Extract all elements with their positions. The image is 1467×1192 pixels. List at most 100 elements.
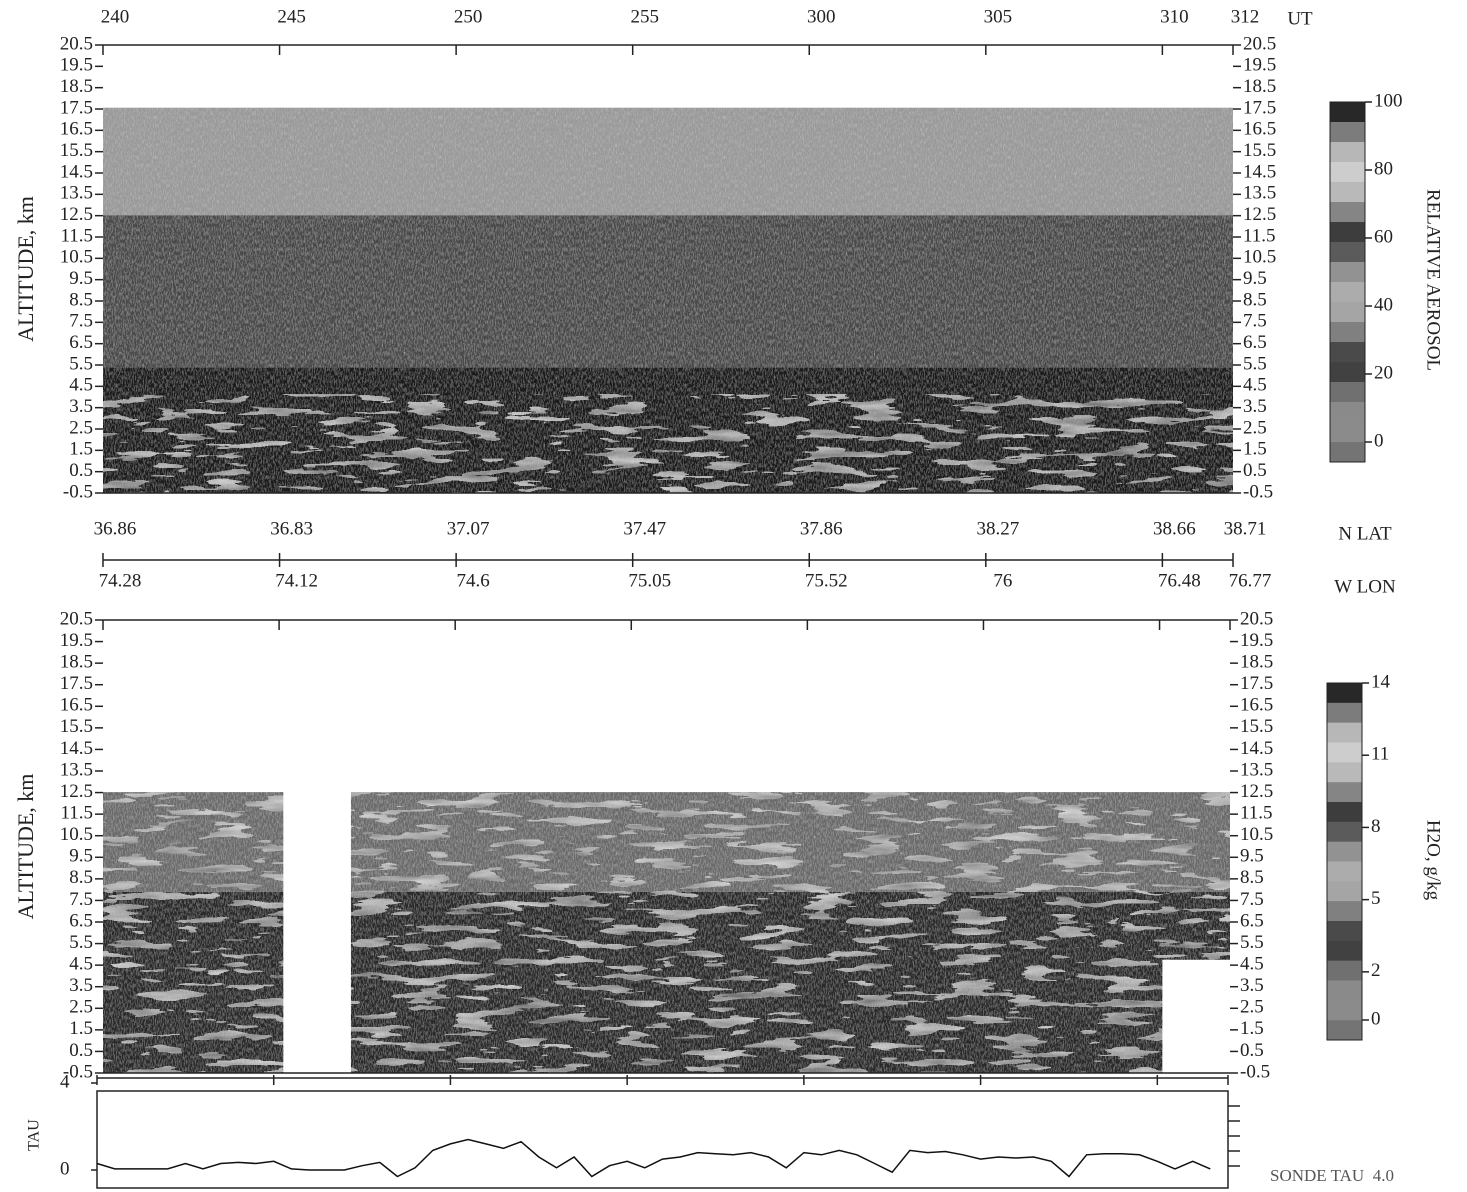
colorbar-band xyxy=(1327,802,1362,822)
texture-band xyxy=(103,45,1233,108)
y-tick-label: 20.5 xyxy=(1240,608,1273,629)
heatmap-field xyxy=(103,620,1230,1073)
y-tick-label: 8.5 xyxy=(69,867,93,888)
y-tick-label: 7.5 xyxy=(69,311,93,332)
colorbar-band xyxy=(1327,822,1362,842)
tau-line xyxy=(97,1140,1210,1177)
y-tick-label: 2.5 xyxy=(1240,997,1264,1018)
colorbar-band xyxy=(1330,162,1365,183)
y-tick-label: 14.5 xyxy=(1243,161,1276,182)
colorbar-tick-label: 80 xyxy=(1374,158,1393,179)
annotation: SONDE TAU 4.0 xyxy=(1270,1166,1394,1185)
y-tick-label: 4.5 xyxy=(69,375,93,396)
y-tick-label: 16.5 xyxy=(1243,119,1276,140)
colorbar-band xyxy=(1330,102,1365,123)
y-tick-label: 1.5 xyxy=(1243,439,1267,460)
colorbar-band xyxy=(1327,941,1362,961)
colorbar-band xyxy=(1327,743,1362,763)
colorbar-tick-label: 2 xyxy=(1371,960,1381,981)
lat-label: 36.86 xyxy=(94,518,137,539)
colorbar-band xyxy=(1327,683,1362,703)
y-tick-label: 7.5 xyxy=(1243,311,1267,332)
colorbar-tick-label: 40 xyxy=(1374,294,1393,315)
x-tick-label: 310 xyxy=(1160,6,1189,27)
y-axis-label: ALTITUDE, km xyxy=(13,196,38,342)
colorbar-band xyxy=(1330,222,1365,243)
heatmap-field xyxy=(103,45,1233,493)
colorbar-tick-label: 100 xyxy=(1374,90,1403,111)
colorbar-band xyxy=(1327,703,1362,723)
colorbar-band xyxy=(1330,262,1365,283)
y-tick-label: 17.5 xyxy=(1243,97,1276,118)
lat-axis-label: N LAT xyxy=(1338,523,1392,544)
lon-label: 74.12 xyxy=(275,570,318,591)
y-tick-label: 12.5 xyxy=(60,204,93,225)
y-tick-label: 16.5 xyxy=(1240,695,1273,716)
lat-label: 37.07 xyxy=(447,518,490,539)
lon-label: 74.28 xyxy=(99,570,142,591)
colorbar-band xyxy=(1327,862,1362,882)
colorbar-tick-label: 60 xyxy=(1374,226,1393,247)
y-tick-label: 10.5 xyxy=(1243,247,1276,268)
y-tick-label: 18.5 xyxy=(60,76,93,97)
y-tick-label: 3.5 xyxy=(69,396,93,417)
colorbar-band xyxy=(1327,782,1362,802)
lat-label: 38.27 xyxy=(976,518,1019,539)
y-tick-label: 5.5 xyxy=(69,353,93,374)
y-tick-label: 16.5 xyxy=(60,119,93,140)
x-axis-label: UT xyxy=(1287,8,1313,29)
x-tick-label: 255 xyxy=(630,6,659,27)
lon-label: 76.48 xyxy=(1158,570,1201,591)
y-tick-label: 14.5 xyxy=(1240,738,1273,759)
y-tick-label: 5.5 xyxy=(1240,932,1264,953)
y-tick-label: 5.5 xyxy=(1243,353,1267,374)
y-tick-label: 10.5 xyxy=(60,247,93,268)
y-tick-label: 0.5 xyxy=(1240,1040,1264,1061)
colorbar-band xyxy=(1330,362,1365,383)
colorbar-tick-label: 11 xyxy=(1371,744,1389,765)
y-tick-label: 7.5 xyxy=(1240,889,1264,910)
y-tick-label: 12.5 xyxy=(1243,204,1276,225)
colorbar-band xyxy=(1330,142,1365,163)
colorbar-band xyxy=(1330,182,1365,203)
y-tick-label: 3.5 xyxy=(69,975,93,996)
y-tick-label: 8.5 xyxy=(1243,289,1267,310)
x-tick-label: 250 xyxy=(454,6,483,27)
y-tick-label: 18.5 xyxy=(1243,76,1276,97)
texture-streak xyxy=(103,394,1233,493)
figure: 20.520.519.519.518.518.517.517.516.516.5… xyxy=(0,0,1467,1192)
y-tick-label: 0.5 xyxy=(69,1040,93,1061)
lon-label: 76.77 xyxy=(1229,570,1272,591)
y-tick-label: 20.5 xyxy=(60,33,93,54)
y-tick-label: 6.5 xyxy=(69,910,93,931)
colorbar-tick-label: 20 xyxy=(1374,362,1393,383)
y-tick-label: 13.5 xyxy=(60,183,93,204)
colorbar-band xyxy=(1330,322,1365,343)
y-tick-label: 5.5 xyxy=(69,932,93,953)
y-tick-label: 2.5 xyxy=(1243,417,1267,438)
y-tick-label: 4.5 xyxy=(69,954,93,975)
y-tick-label: 7.5 xyxy=(69,889,93,910)
y-tick-label: 15.5 xyxy=(60,716,93,737)
y-tick-label: 11.5 xyxy=(1243,225,1276,246)
y-tick-label: 10.5 xyxy=(1240,824,1273,845)
y-tick-label: 20.5 xyxy=(60,608,93,629)
y-tick-label: 0 xyxy=(60,1158,70,1179)
colorbar-band xyxy=(1330,382,1365,403)
y-tick-label: 3.5 xyxy=(1240,975,1264,996)
colorbar-band xyxy=(1327,881,1362,901)
y-tick-label: 6.5 xyxy=(1240,910,1264,931)
y-tick-label: 9.5 xyxy=(1240,846,1264,867)
y-tick-label: 18.5 xyxy=(1240,652,1273,673)
x-tick-label: 312 xyxy=(1231,6,1260,27)
lon-axis-label: W LON xyxy=(1334,576,1396,597)
texture-band xyxy=(103,620,1230,792)
x-tick-label: 240 xyxy=(101,6,130,27)
y-tick-label: 9.5 xyxy=(69,846,93,867)
colorbar-band xyxy=(1330,302,1365,323)
y-tick-label: 3.5 xyxy=(1243,396,1267,417)
colorbar-band xyxy=(1327,981,1362,1001)
lat-label: 37.86 xyxy=(800,518,843,539)
colorbar-band xyxy=(1327,901,1362,921)
y-tick-label: 14.5 xyxy=(60,161,93,182)
